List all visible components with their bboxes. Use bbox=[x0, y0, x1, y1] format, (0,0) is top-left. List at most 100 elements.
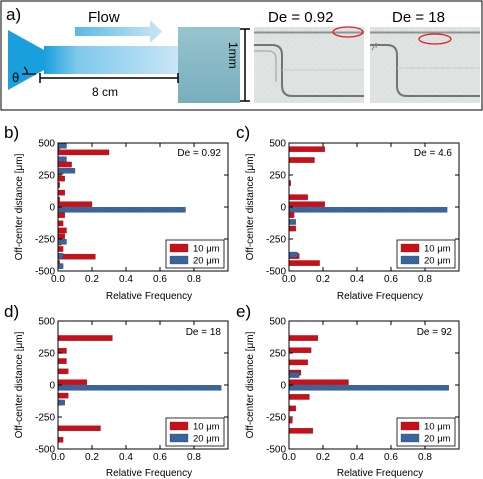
legend-label: 20 μm bbox=[424, 256, 451, 267]
legend-swatch-10um bbox=[400, 243, 420, 253]
bar-10um bbox=[57, 220, 64, 227]
x-tick-label: 0.0 bbox=[51, 452, 65, 463]
bar-10um bbox=[57, 189, 65, 196]
chart-panel-d: d) De = 18 Relative Frequency Off-center… bbox=[4, 302, 229, 479]
bar-20um bbox=[288, 372, 300, 378]
chart-panel-e: e) De = 92 Relative Frequency Off-center… bbox=[236, 302, 460, 479]
angle-arc bbox=[22, 66, 36, 75]
bar-10um bbox=[57, 253, 96, 260]
y-axis-label: Off-center distance [μm] bbox=[14, 331, 25, 438]
chart-annotation: De = 0.92 bbox=[177, 148, 221, 159]
x-axis-label: Relative Frequency bbox=[106, 468, 192, 479]
micrograph-de-18 bbox=[370, 27, 480, 103]
x-tick-label: 0.8 bbox=[187, 274, 201, 285]
y-tick-label: 0 bbox=[49, 381, 55, 392]
x-tick-label: 0.2 bbox=[316, 274, 330, 285]
chart-annotation: De = 18 bbox=[186, 327, 222, 338]
legend-label: 10 μm bbox=[424, 244, 451, 255]
bar-10um bbox=[57, 246, 64, 252]
bar-10um bbox=[57, 233, 65, 239]
bar-10um bbox=[288, 359, 308, 366]
bar-10um bbox=[57, 368, 69, 375]
bar-20um bbox=[57, 143, 67, 149]
bar-10um bbox=[57, 212, 65, 218]
x-axis-label: Relative Frequency bbox=[337, 468, 423, 479]
legend-label: 20 μm bbox=[193, 256, 220, 267]
y-tick-label: -250 bbox=[266, 235, 286, 246]
width-label: 1mm bbox=[226, 42, 240, 69]
bar-10um bbox=[288, 379, 349, 385]
bar-10um bbox=[57, 201, 93, 207]
x-axis-label: Relative Frequency bbox=[106, 291, 192, 302]
legend-swatch-20um bbox=[400, 433, 420, 443]
micrograph-title-1: De = 0.92 bbox=[268, 9, 333, 26]
chart-annotation: De = 4.6 bbox=[414, 148, 453, 159]
y-tick-label: 500 bbox=[269, 317, 286, 328]
x-tick-label: 0.2 bbox=[85, 274, 99, 285]
bar-20um bbox=[57, 263, 64, 269]
bar-10um bbox=[288, 212, 295, 218]
bar-20um bbox=[57, 253, 64, 259]
y-tick-label: 0 bbox=[280, 381, 286, 392]
panel-a-label: a) bbox=[6, 5, 21, 24]
x-tick-label: 0.6 bbox=[384, 274, 398, 285]
angle-label: θ bbox=[12, 70, 19, 85]
legend-swatch-20um bbox=[169, 255, 189, 265]
legend-swatch-20um bbox=[400, 255, 420, 265]
channel bbox=[44, 46, 178, 74]
bar-10um bbox=[288, 394, 310, 400]
y-tick-label: 250 bbox=[38, 171, 55, 182]
flow-label: Flow bbox=[88, 9, 120, 26]
bar-10um bbox=[57, 425, 101, 432]
x-tick-label: 0.6 bbox=[384, 452, 398, 463]
bar-20um bbox=[57, 239, 67, 245]
x-tick-label: 0.0 bbox=[282, 274, 296, 285]
legend-label: 10 μm bbox=[424, 422, 451, 433]
bar-10um bbox=[288, 201, 325, 207]
y-tick-label: -500 bbox=[266, 267, 286, 278]
highlight-ellipse bbox=[418, 33, 452, 45]
bar-10um bbox=[288, 417, 293, 424]
y-tick-label: 0 bbox=[280, 203, 286, 214]
legend-label: 20 μm bbox=[193, 434, 220, 445]
bar-20um bbox=[57, 385, 222, 391]
x-tick-label: 0.0 bbox=[282, 452, 296, 463]
y-tick-label: -500 bbox=[35, 445, 55, 456]
y-axis-label: Off-center distance [μm] bbox=[14, 153, 25, 260]
y-tick-label: 500 bbox=[269, 139, 286, 150]
y-tick-label: 500 bbox=[38, 139, 55, 150]
chart-annotation: De = 92 bbox=[417, 327, 453, 338]
flow-arrow-icon bbox=[75, 20, 162, 43]
y-axis-label: Off-center distance [μm] bbox=[245, 331, 256, 438]
bar-10um bbox=[57, 161, 72, 168]
y-tick-label: -250 bbox=[35, 413, 55, 424]
bar-10um bbox=[57, 335, 113, 341]
bar-20um bbox=[288, 251, 298, 258]
bar-10um bbox=[288, 428, 313, 434]
y-tick-label: -250 bbox=[266, 413, 286, 424]
bar-10um bbox=[288, 194, 308, 200]
bar-10um bbox=[57, 437, 64, 443]
legend-swatch-10um bbox=[400, 421, 420, 431]
legend-label: 10 μm bbox=[193, 422, 220, 433]
legend-label: 20 μm bbox=[424, 434, 451, 445]
y-tick-label: -250 bbox=[35, 235, 55, 246]
bar-20um bbox=[57, 156, 67, 162]
length-label: 8 cm bbox=[92, 85, 118, 99]
bar-10um bbox=[288, 347, 312, 353]
bar-10um bbox=[57, 175, 65, 182]
chart-panel-c: c) De = 4.6 Relative Frequency Off-cente… bbox=[236, 123, 460, 302]
highlight-ellipse bbox=[332, 26, 364, 38]
x-tick-label: 0.4 bbox=[119, 274, 133, 285]
x-tick-label: 0.2 bbox=[85, 452, 99, 463]
x-tick-label: 0.2 bbox=[316, 452, 330, 463]
x-tick-label: 0.6 bbox=[153, 452, 167, 463]
panel-a-frame bbox=[0, 0, 483, 111]
panel-label: c) bbox=[236, 123, 250, 142]
bar-10um bbox=[288, 405, 296, 412]
x-tick-label: 0.0 bbox=[51, 274, 65, 285]
y-tick-label: 250 bbox=[269, 171, 286, 182]
bar-20um bbox=[57, 207, 186, 213]
bar-10um bbox=[288, 260, 320, 266]
